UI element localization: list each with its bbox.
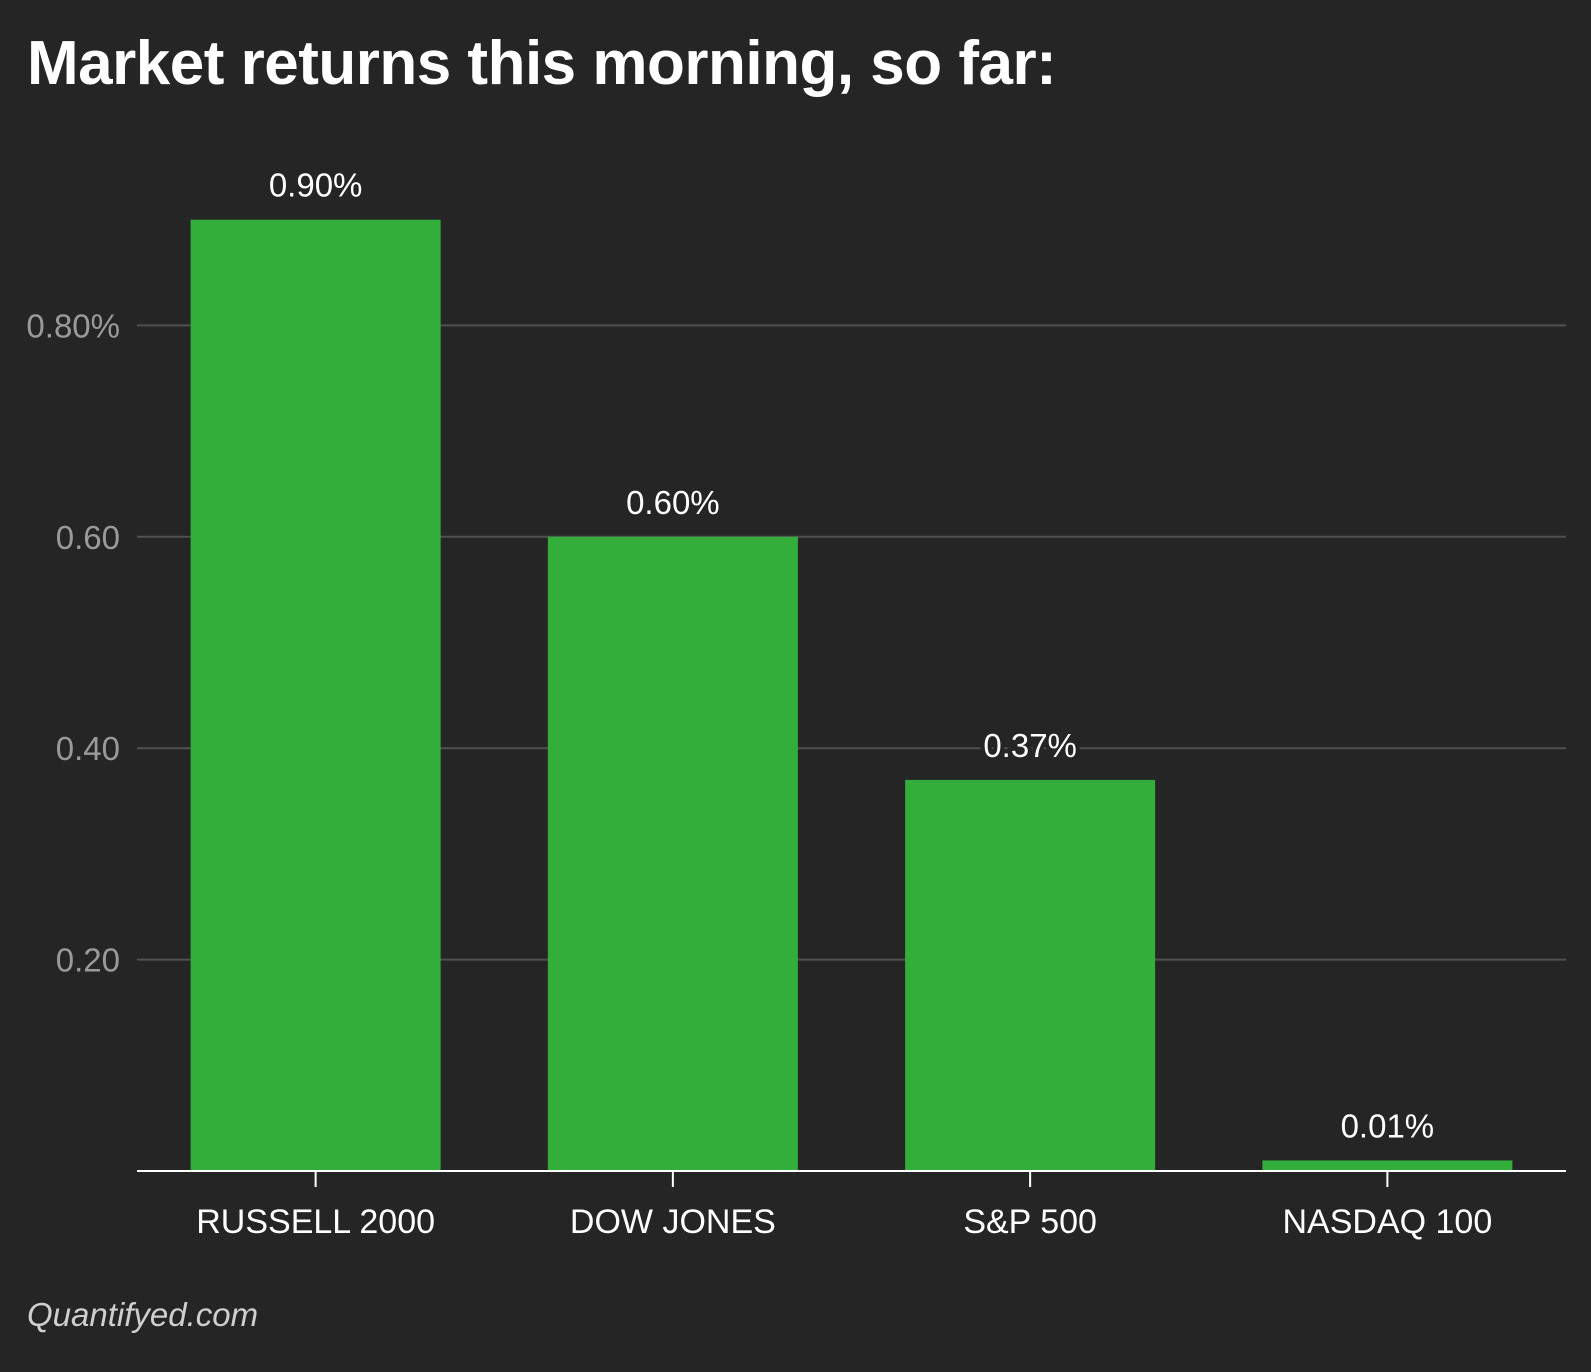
data-label: 0.90% (269, 167, 363, 204)
bar (547, 536, 798, 1171)
x-tick-label: NASDAQ 100 (1282, 1203, 1492, 1241)
bar (1262, 1160, 1513, 1171)
bars (190, 219, 1513, 1171)
labels: 0.20 0.40 0.60 0.80% 0.90% RUSSELL 2000 0.60% D… (26, 163, 1492, 1241)
x-tick-label: S&P 500 (963, 1203, 1097, 1241)
x-tick-label: RUSSELL 2000 (196, 1203, 435, 1241)
source-label: Quantifyed.com (27, 1296, 259, 1333)
chart-title: Market returns this morning, so far: (27, 29, 1057, 98)
y-tick-label: 0.40 (56, 730, 120, 767)
bar (905, 779, 1156, 1171)
x-axis (137, 1170, 1566, 1187)
y-tick-label: 0.20 (56, 942, 120, 979)
x-tick-label: DOW JONES (570, 1203, 776, 1241)
data-label: 0.37% (983, 727, 1077, 764)
y-tick-label: 0.60 (56, 519, 120, 556)
data-label: 0.60% (626, 484, 720, 521)
y-tick-label: 0.80% (26, 307, 120, 344)
bar (190, 219, 441, 1171)
data-label: 0.01% (1341, 1107, 1435, 1144)
